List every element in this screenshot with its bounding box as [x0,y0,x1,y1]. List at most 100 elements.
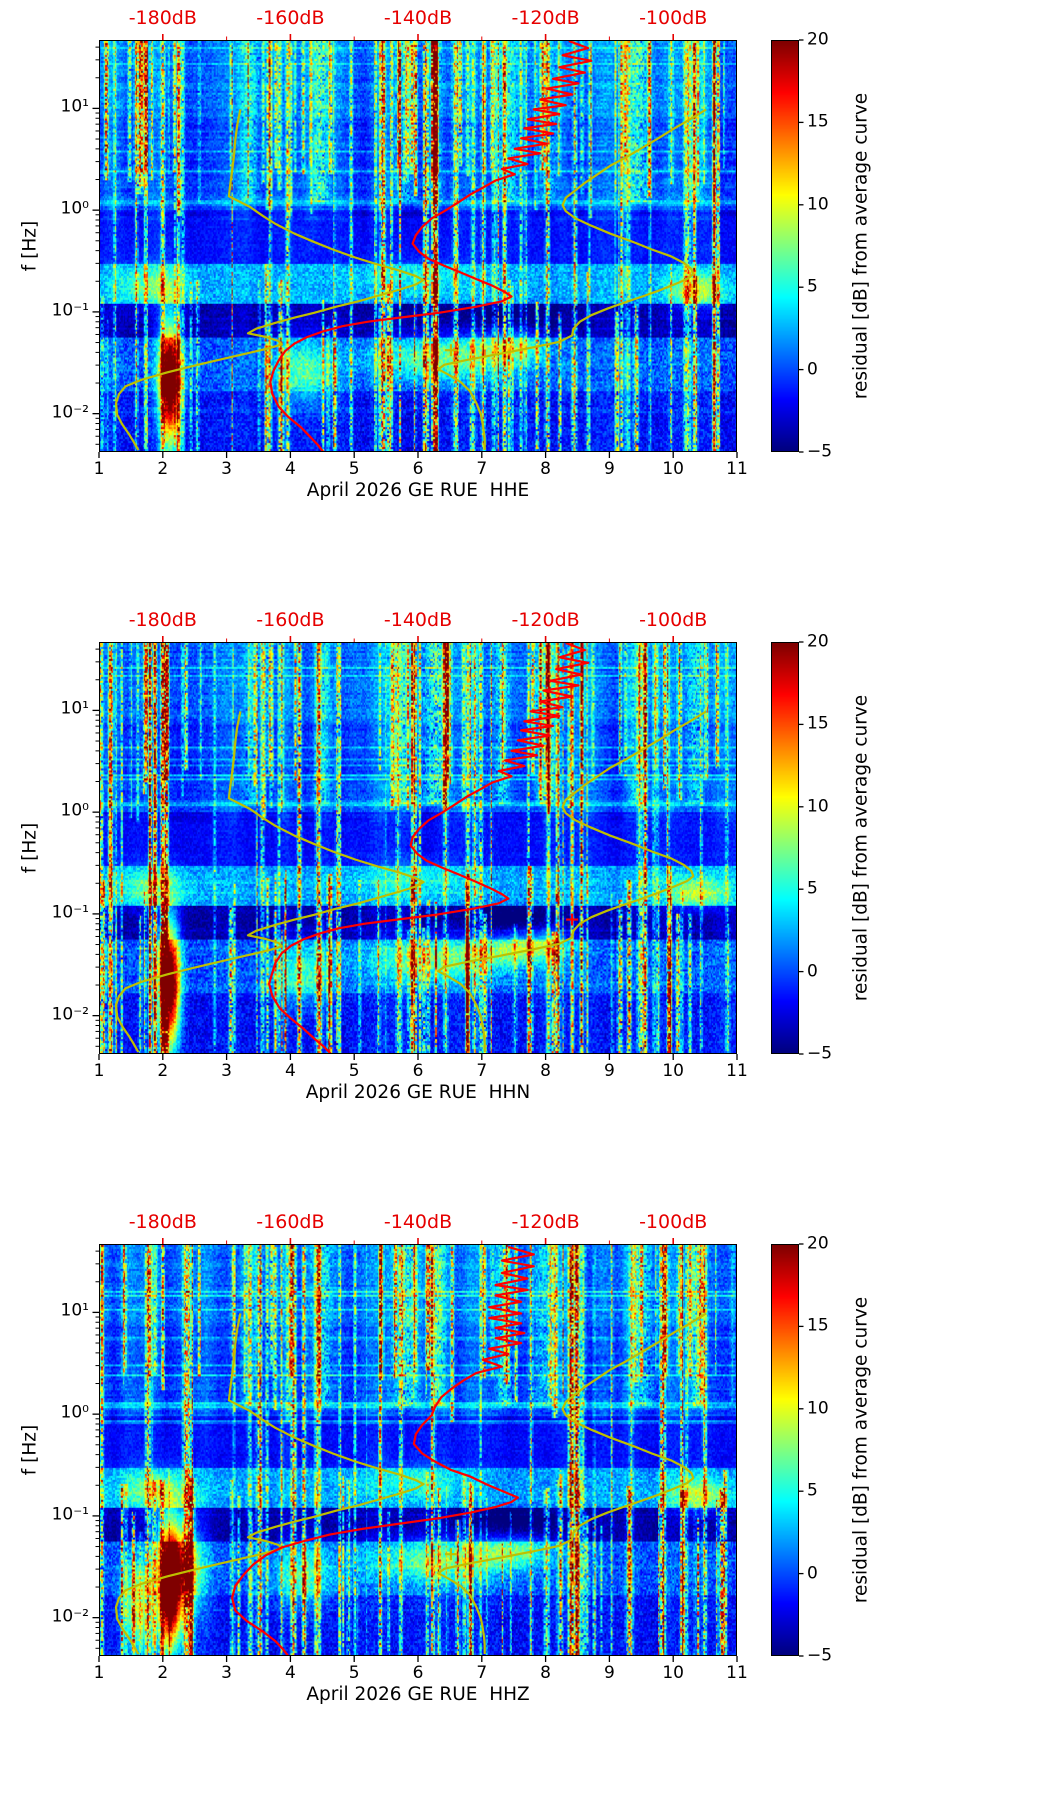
curve-path [114,109,425,451]
x-tick-label: 7 [476,1061,488,1081]
x-tick-label: 1 [93,1061,105,1081]
curve-path [268,643,590,1053]
y-axis-label: f [Hz] [19,822,41,874]
x-tick-label: 4 [284,459,296,479]
colorbar-tick-label: 20 [807,29,829,50]
top-axis-tick-label: -140dB [383,7,453,29]
curve-path [114,711,425,1053]
x-tick-label: 11 [726,459,748,479]
colorbar-tick-label: 20 [807,631,829,652]
colorbar-tick-label: 0 [807,1563,818,1584]
curve-path [231,1245,535,1655]
x-tick-label: 7 [476,459,488,479]
top-axis-tick-label: -140dB [383,609,453,631]
x-tick-label: 9 [603,459,615,479]
x-tick-label: 7 [476,1663,488,1683]
x-tick-label: 8 [540,459,552,479]
y-tick-label: 10⁰ [60,800,89,821]
colorbar-tick-label: 10 [807,194,829,215]
top-axis-tick-label: -100dB [639,7,708,29]
x-tick-label: 3 [221,1663,233,1683]
colorbar-gradient [771,40,799,452]
colorbar-tick-label: 5 [807,1480,818,1501]
y-tick-label: 10⁻¹ [51,902,89,923]
y-tick-label: 10⁻¹ [51,1504,89,1525]
colorbar-label: residual [dB] from average curve [850,92,872,400]
psd-curves-overlay [114,41,707,451]
spectrogram-panel-hhz: f [Hz] April 2026 GE RUE HHZ residual [d… [0,1204,1052,1806]
x-tick-label: 11 [726,1663,748,1683]
x-tick-label: 3 [221,459,233,479]
colorbar-tick-label: 20 [807,1233,829,1254]
x-tick-label: 11 [726,1061,748,1081]
plot-area [99,40,737,452]
x-tick-label: 6 [412,459,424,479]
curve-path [437,108,707,450]
y-tick-label: 10⁰ [60,1402,89,1423]
top-axis-tick-label: -180dB [128,609,197,631]
top-axis-tick-label: -100dB [639,609,708,631]
x-tick-label: 6 [412,1663,424,1683]
top-axis-tick-label: -180dB [128,7,197,29]
x-tick-label: 1 [93,459,105,479]
top-axis-tick-label: -120dB [511,7,580,29]
y-tick-label: 10⁻² [51,1606,89,1627]
y-tick-label: 10¹ [60,699,89,720]
x-tick-label: 9 [603,1061,615,1081]
top-axis-tick-label: -120dB [511,609,580,631]
x-tick-label: 8 [540,1061,552,1081]
y-tick-label: 10⁰ [60,198,89,219]
colorbar-tick-label: 15 [807,1316,829,1337]
curve-path [437,1312,707,1654]
y-tick-label: 10⁻¹ [51,300,89,321]
x-tick-label: 6 [412,1061,424,1081]
curve-path [114,1313,425,1655]
y-axis-label: f [Hz] [19,1424,41,1476]
x-tick-label: 5 [348,459,360,479]
top-axis-tick-label: -160dB [256,1211,325,1233]
x-tick-label: 9 [603,1663,615,1683]
colorbar-tick-label: 5 [807,878,818,899]
colorbar-tick-label: 15 [807,714,829,735]
colorbar-tick-label: 0 [807,359,818,380]
top-axis-tick-label: -160dB [256,7,325,29]
top-axis-tick-label: -180dB [128,1211,197,1233]
x-tick-label: 2 [157,1061,169,1081]
plot-area [99,1244,737,1656]
spectrogram-panel-hhe: f [Hz] April 2026 GE RUE HHE residual [d… [0,0,1052,602]
y-tick-label: 10¹ [60,1301,89,1322]
colorbar-gradient [771,642,799,1054]
y-tick-label: 10⁻² [51,402,89,423]
y-axis-label: f [Hz] [19,220,41,272]
x-tick-label: 4 [284,1663,296,1683]
colorbar-tick-label: 5 [807,276,818,297]
curve-path [437,710,707,1052]
spectrogram-heatmap [100,41,736,451]
plot-area [99,642,737,1054]
top-axis-tick-label: -160dB [256,609,325,631]
spectrogram-heatmap [100,643,736,1053]
x-axis-title: April 2026 GE RUE HHZ [306,1684,530,1705]
colorbar-label: residual [dB] from average curve [850,694,872,1002]
x-tick-label: 10 [662,1663,685,1683]
x-tick-label: 2 [157,1663,169,1683]
x-tick-label: 10 [662,1061,685,1081]
x-axis-title: April 2026 GE RUE HHN [305,1082,531,1103]
x-tick-label: 8 [540,1663,552,1683]
colorbar-tick-label: −5 [807,1645,833,1666]
curve-path [269,41,593,451]
top-axis-tick-label: -100dB [639,1211,708,1233]
x-tick-label: 3 [221,1061,233,1081]
x-tick-label: 1 [93,1663,105,1683]
top-axis-tick-label: -140dB [383,1211,453,1233]
x-axis-title: April 2026 GE RUE HHE [306,480,530,501]
y-tick-label: 10¹ [60,97,89,118]
colorbar-tick-label: −5 [807,441,833,462]
psd-curves-overlay [114,1245,707,1655]
spectrogram-panel-hhn: f [Hz] April 2026 GE RUE HHN residual [d… [0,602,1052,1204]
x-tick-label: 5 [348,1663,360,1683]
x-tick-label: 10 [662,459,685,479]
psd-curves-overlay [114,643,707,1053]
colorbar-tick-label: 10 [807,1398,829,1419]
